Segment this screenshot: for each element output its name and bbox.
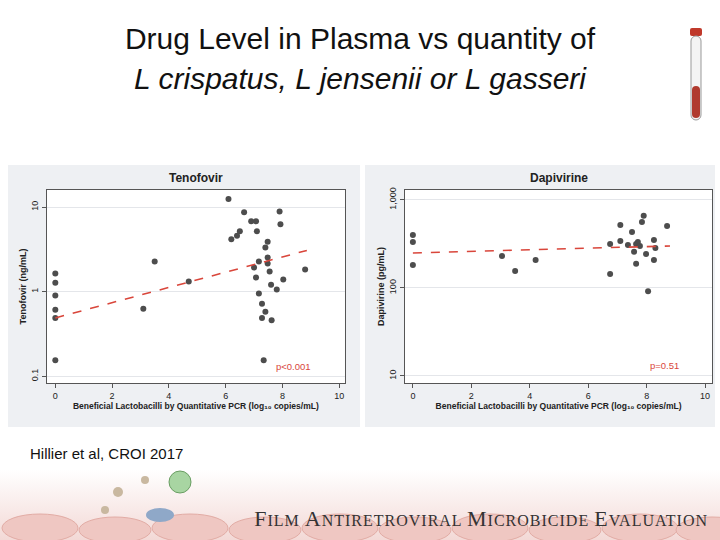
svg-text:0: 0 <box>53 391 58 401</box>
svg-text:100: 100 <box>388 279 398 294</box>
svg-text:10: 10 <box>30 201 40 211</box>
svg-text:6: 6 <box>223 391 228 401</box>
svg-text:1,000: 1,000 <box>388 187 398 210</box>
svg-text:8: 8 <box>280 391 285 401</box>
svg-text:8: 8 <box>644 391 649 401</box>
svg-text:2: 2 <box>469 391 474 401</box>
svg-text:Beneficial Lactobacilli by Qua: Beneficial Lactobacilli by Quantitative … <box>436 401 682 411</box>
svg-text:1: 1 <box>30 288 40 293</box>
svg-text:Tenofovir (ng/mL): Tenofovir (ng/mL) <box>18 249 28 325</box>
svg-text:6: 6 <box>586 391 591 401</box>
svg-text:p<0.001: p<0.001 <box>276 361 311 372</box>
svg-text:2: 2 <box>110 391 115 401</box>
svg-text:10: 10 <box>700 391 710 401</box>
svg-text:p=0.51: p=0.51 <box>650 360 679 371</box>
svg-text:10: 10 <box>334 391 344 401</box>
svg-text:Dapivirine (pg/mL): Dapivirine (pg/mL) <box>376 247 386 326</box>
svg-text:4: 4 <box>527 391 532 401</box>
html-text:Drug Level in Plasma vs quanti: Drug Level in Plasma vs quantity of <box>124 22 596 55</box>
svg-text:4: 4 <box>166 391 171 401</box>
svg-text:Dapivirine: Dapivirine <box>530 171 588 185</box>
html-text:L crispatus, L jensenii or L g: L crispatus, L jensenii or L gasseri <box>134 62 586 95</box>
svg-text:Tenofovir: Tenofovir <box>169 171 223 185</box>
svg-text:Beneficial Lactobacilli by Qua: Beneficial Lactobacilli by Quantitative … <box>73 401 319 411</box>
svg-text:0.1: 0.1 <box>30 369 40 382</box>
html-text:FILM ANTIRETROVIRAL MICROBICID: FILM ANTIRETROVIRAL MICROBICIDE EVALUATI… <box>254 506 708 531</box>
svg-text:0: 0 <box>410 391 415 401</box>
html-text:Hillier et al, CROI 2017: Hillier et al, CROI 2017 <box>30 445 184 462</box>
svg-text:10: 10 <box>388 370 398 380</box>
